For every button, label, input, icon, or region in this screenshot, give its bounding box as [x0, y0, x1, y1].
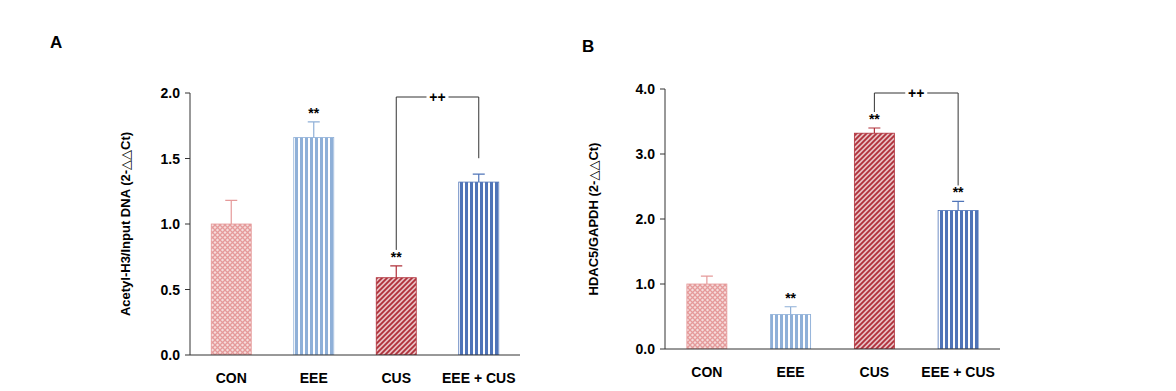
- y-axis: [190, 93, 191, 355]
- y-tick-label: 0.5: [161, 282, 181, 298]
- panel-label: B: [582, 37, 594, 56]
- panel: A Acetyl-H3/Input DNA (2-△△Ct) 0.0 0.5 1.0 1.…: [50, 33, 520, 386]
- y-axis-label: Acetyl-H3/Input DNA (2-△△Ct): [118, 132, 133, 316]
- panel: B HDAC5/GAPDH (2-△△Ct) 0.0 1.0 2.0 3.0 4.0 CON E…: [582, 37, 1000, 380]
- comparison-bracket: [396, 97, 479, 250]
- comparison-bracket: [874, 93, 958, 185]
- x-tick-label: CON: [691, 364, 722, 380]
- bar: [854, 133, 894, 349]
- y-tick: [660, 219, 665, 220]
- error-bar: [952, 201, 964, 210]
- y-tick: [185, 355, 190, 356]
- y-axis: [665, 89, 666, 349]
- y-tick: [185, 93, 190, 94]
- error-bar: [473, 174, 485, 182]
- y-tick-label: 3.0: [636, 146, 656, 162]
- bar: [376, 278, 416, 355]
- comparison-label: ++: [429, 89, 445, 105]
- figure: A Acetyl-H3/Input DNA (2-△△Ct) 0.0 0.5 1.0 1.…: [0, 0, 1176, 391]
- x-tick-label: EEE + CUS: [921, 364, 995, 380]
- y-tick: [660, 89, 665, 90]
- bar: [938, 211, 978, 349]
- significance-label: **: [869, 111, 880, 127]
- x-axis: [190, 355, 520, 356]
- y-tick-label: 0.0: [636, 341, 656, 357]
- y-tick-label: 2.0: [161, 85, 181, 101]
- y-tick: [660, 284, 665, 285]
- significance-label: **: [308, 105, 319, 121]
- significance-label: **: [785, 290, 796, 306]
- plot-area: [687, 128, 978, 349]
- y-tick-label: 0.0: [161, 347, 181, 363]
- error-bar: [868, 128, 880, 133]
- bar: [771, 315, 811, 349]
- x-tick-label: EEE: [300, 370, 328, 386]
- panel-label: A: [50, 33, 62, 52]
- y-tick-label: 4.0: [636, 81, 656, 97]
- y-tick: [185, 158, 190, 159]
- y-axis-label: HDAC5/GAPDH (2-△△Ct): [586, 143, 601, 296]
- x-tick-label: CUS: [860, 364, 890, 380]
- error-bar: [308, 122, 320, 138]
- bar: [459, 182, 499, 355]
- error-bar: [785, 307, 797, 315]
- y-tick: [185, 224, 190, 225]
- significance-label: **: [953, 184, 964, 200]
- x-tick-label: CUS: [381, 370, 411, 386]
- y-tick: [185, 289, 190, 290]
- error-bar: [225, 200, 237, 224]
- error-bar: [701, 276, 713, 284]
- y-tick-label: 1.5: [161, 151, 181, 167]
- comparison-label: ++: [908, 85, 924, 101]
- x-tick-label: CON: [216, 370, 247, 386]
- y-tick: [660, 154, 665, 155]
- bar: [687, 284, 727, 349]
- x-axis: [665, 349, 1000, 350]
- y-tick: [660, 349, 665, 350]
- x-tick-label: EEE: [777, 364, 805, 380]
- y-tick-label: 1.0: [161, 216, 181, 232]
- y-tick-label: 2.0: [636, 211, 656, 227]
- y-tick-label: 1.0: [636, 276, 656, 292]
- error-bar: [390, 266, 402, 278]
- bar: [211, 224, 251, 355]
- plot-area: [211, 122, 499, 355]
- bar: [294, 138, 334, 355]
- significance-label: **: [391, 249, 402, 265]
- x-tick-label: EEE + CUS: [442, 370, 516, 386]
